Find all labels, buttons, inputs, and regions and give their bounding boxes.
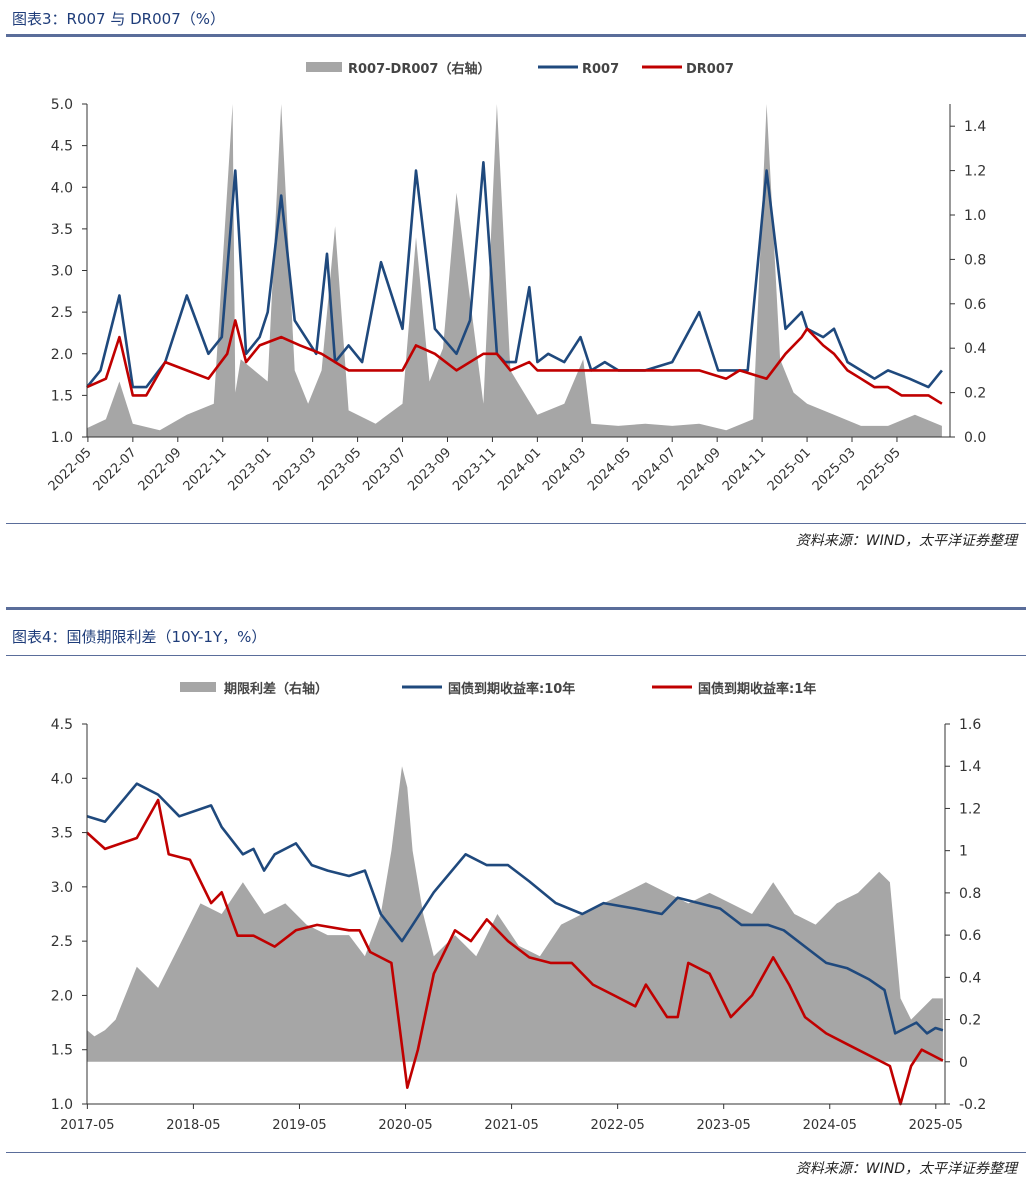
x-tick-label: 2024-11: [720, 445, 769, 494]
x-tick-label: 2022-07: [91, 445, 140, 494]
legend-bar-label: 期限利差（右轴）: [224, 681, 328, 697]
right-tick-label: 0.4: [959, 970, 981, 986]
series-line-国债到期收益率:10年: [86, 782, 944, 1035]
figure4-top-rule: [6, 607, 1026, 610]
chart1-legend: R007-DR007（右轴） R007 DR007: [306, 61, 734, 77]
chart2-legend: 期限利差（右轴） 国债到期收益率:10年 国债到期收益率:1年: [180, 681, 816, 697]
right-tick-label: 1.6: [959, 717, 981, 733]
right-tick-label: 0: [959, 1055, 968, 1071]
x-tick-label: 2025-01: [765, 445, 814, 494]
left-tick-label: 4.0: [51, 771, 73, 787]
right-tick-label: 0.8: [959, 886, 981, 902]
x-tick-label: 2025-05: [909, 1118, 963, 1133]
x-tick-label: 2020-05: [378, 1118, 432, 1133]
x-tick-label: 2023-07: [360, 445, 409, 494]
figure4-footer-rule: [6, 1152, 1026, 1153]
right-tick-label: 0.4: [964, 341, 986, 357]
right-tick-label: 1.2: [959, 801, 981, 817]
right-tick-label: 1: [959, 844, 968, 860]
left-tick-label: 2.5: [51, 934, 73, 950]
left-tick-label: 2.0: [51, 347, 73, 363]
right-tick-label: 1.2: [964, 164, 986, 180]
series-area-期限利差（右轴）: [87, 766, 943, 1062]
x-tick-label: 2022-11: [181, 445, 230, 494]
right-tick-label: -0.2: [959, 1097, 986, 1113]
left-tick-label: 1.0: [51, 430, 73, 446]
x-tick-label: 2023-09: [405, 445, 454, 494]
chart-term-spread: 期限利差（右轴） 国债到期收益率:10年 国债到期收益率:1年 4.5 4.0 3.…: [51, 681, 987, 1133]
left-tick-label: 3.5: [51, 826, 73, 842]
x-tick-label: 2022-05: [590, 1118, 644, 1133]
legend-line1-label: 国债到期收益率:10年: [448, 681, 575, 697]
figure4-title: 图表4：国债期限利差（10Y-1Y，%）: [12, 628, 267, 646]
left-tick-label: 4.5: [51, 717, 73, 733]
figure3-footer-rule: [6, 523, 1026, 524]
chart-r007-dr007: R007-DR007（右轴） R007 DR007 5.0 4.5 4.0 3.5 3.…: [46, 61, 987, 494]
x-tick-label: 2025-03: [810, 445, 859, 494]
legend-line1-label: R007: [582, 62, 619, 77]
figure4-header-rule: [6, 655, 1026, 656]
x-tick-label: 2023-01: [225, 445, 274, 494]
left-tick-label: 1.5: [51, 388, 73, 404]
left-tick-label: 3.0: [51, 880, 73, 896]
x-tick-label: 2019-05: [272, 1118, 326, 1133]
x-tick-label: 2024-07: [630, 445, 679, 494]
left-tick-label: 1.0: [51, 1097, 73, 1113]
series-line-R007: [85, 161, 943, 389]
x-tick-label: 2023-11: [450, 445, 499, 494]
left-tick-label: 2.5: [51, 305, 73, 321]
figure3-title: 图表3：R007 与 DR007（%）: [12, 10, 225, 28]
right-tick-label: 0.6: [959, 928, 981, 944]
series-line-国债到期收益率:1年: [86, 798, 944, 1106]
legend-bar-swatch: [180, 682, 216, 692]
left-tick-label: 5.0: [51, 97, 73, 113]
x-tick-label: 2024-01: [495, 445, 544, 494]
x-tick-label: 2023-03: [270, 445, 319, 494]
right-tick-label: 0.6: [964, 297, 986, 313]
left-tick-label: 4.0: [51, 180, 73, 196]
left-tick-label: 3.5: [51, 222, 73, 238]
legend-bar-label: R007-DR007（右轴）: [348, 61, 490, 77]
x-tick-label: 2022-05: [46, 445, 95, 494]
x-tick-label: 2024-09: [675, 445, 724, 494]
right-tick-label: 0.2: [959, 1013, 981, 1029]
x-tick-label: 2023-05: [697, 1118, 751, 1133]
x-tick-label: 2023-05: [315, 445, 364, 494]
figure3-source: 资料来源：WIND，太平洋证券整理: [795, 533, 1017, 549]
figure3-header-rule: [6, 34, 1026, 37]
x-tick-label: 2025-05: [855, 445, 904, 494]
series-line-DR007: [86, 319, 943, 405]
x-tick-label: 2024-05: [803, 1118, 857, 1133]
x-tick-label: 2022-09: [136, 445, 185, 494]
figure4-source: 资料来源：WIND，太平洋证券整理: [795, 1161, 1017, 1177]
x-tick-label: 2017-05: [60, 1118, 114, 1133]
left-tick-label: 2.0: [51, 988, 73, 1004]
legend-bar-swatch: [306, 62, 342, 72]
right-tick-label: 1.4: [964, 119, 986, 135]
x-tick-label: 2021-05: [484, 1118, 538, 1133]
right-tick-label: 1.4: [959, 759, 981, 775]
left-tick-label: 3.0: [51, 264, 73, 280]
x-tick-label: 2018-05: [166, 1118, 220, 1133]
series-area-R007-DR007（右轴）: [87, 104, 942, 437]
legend-line2-label: 国债到期收益率:1年: [698, 681, 816, 697]
left-tick-label: 1.5: [51, 1043, 73, 1059]
x-tick-label: 2024-05: [585, 445, 634, 494]
right-tick-label: 0.8: [964, 252, 986, 268]
x-tick-label: 2024-03: [540, 445, 589, 494]
left-tick-label: 4.5: [51, 139, 73, 155]
right-tick-label: 0.0: [964, 430, 986, 446]
right-tick-label: 0.2: [964, 386, 986, 402]
legend-line2-label: DR007: [686, 62, 734, 77]
right-tick-label: 1.0: [964, 208, 986, 224]
